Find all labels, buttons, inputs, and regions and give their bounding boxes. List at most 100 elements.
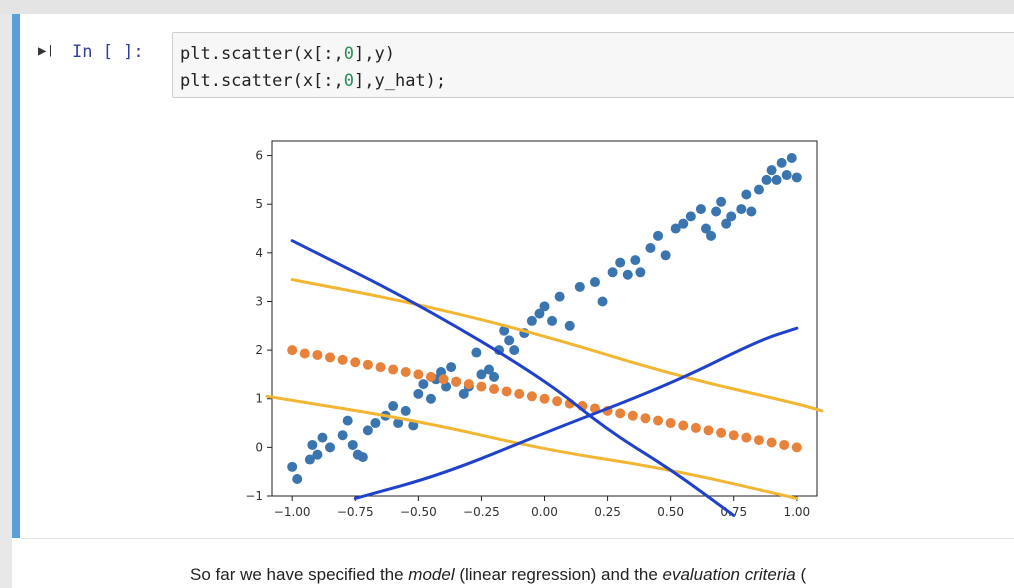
code-number: 0 <box>343 44 355 64</box>
data-point-y-hat <box>690 422 701 433</box>
data-point-y <box>499 325 510 336</box>
data-point-y-hat <box>299 348 310 359</box>
code-number: 0 <box>343 71 355 91</box>
data-point-y-hat <box>753 435 764 446</box>
data-point-y <box>706 230 717 241</box>
data-point-y <box>307 439 318 450</box>
y-tick-label: 5 <box>255 197 263 211</box>
data-point-y <box>653 230 664 241</box>
x-tick-label: −0.75 <box>337 505 374 519</box>
data-point-y <box>589 277 600 288</box>
run-cell-icon[interactable]: ▶❘ <box>38 43 55 59</box>
x-tick-label: 1.00 <box>783 505 810 519</box>
data-point-y-hat <box>703 425 714 436</box>
data-point-y <box>776 157 787 168</box>
data-point-y-hat <box>362 359 373 370</box>
data-point-y-hat <box>489 384 500 395</box>
data-point-y <box>370 418 381 429</box>
data-point-y <box>695 204 706 215</box>
data-point-y-hat <box>665 418 676 429</box>
data-point-y <box>483 364 494 375</box>
data-point-y-hat <box>741 432 752 443</box>
data-point-y <box>400 405 411 416</box>
data-point-y-hat <box>640 413 651 424</box>
data-point-y <box>362 425 373 436</box>
data-point-y <box>721 218 732 229</box>
data-point-y <box>388 401 399 412</box>
notebook-area: ▶❘ In [ ]: plt.scatter(x[:,0],y) plt.sca… <box>12 14 1014 588</box>
data-point-y-hat <box>375 362 386 373</box>
data-point-y <box>446 362 457 373</box>
data-point-y <box>771 174 782 185</box>
code-input[interactable]: plt.scatter(x[:,0],y) plt.scatter(x[:,0]… <box>172 32 1014 98</box>
cell-prompt: In [ ]: <box>72 42 144 62</box>
data-point-y <box>741 189 752 200</box>
data-point-y <box>325 442 336 453</box>
plot-output: −1.00 −0.75 −0.50 −0.25 0.00 0.25 0.50 0.75 1.00… <box>242 114 842 538</box>
cell-divider <box>20 538 1014 539</box>
data-point-y <box>347 439 358 450</box>
data-point-y <box>489 371 500 382</box>
data-point-y <box>615 257 626 268</box>
data-point-y <box>342 415 353 426</box>
data-point-y <box>630 255 641 266</box>
data-point-y-hat <box>337 354 348 365</box>
data-point-y <box>337 430 348 441</box>
data-point-y-hat <box>728 430 739 441</box>
data-point-y-hat <box>400 366 411 377</box>
y-tick-label: 0 <box>255 440 263 454</box>
data-point-y <box>534 308 545 319</box>
code-text: plt.scatter(x[:, <box>180 71 344 91</box>
data-point-y-hat <box>463 379 474 390</box>
data-point-y <box>471 347 482 358</box>
data-point-y <box>292 473 303 484</box>
code-line-1: plt.scatter(x[:,0],y) <box>180 41 1014 68</box>
data-point-y <box>607 267 618 278</box>
x-tick-label: 0.25 <box>594 505 621 519</box>
data-point-y <box>526 315 537 326</box>
markdown-paragraph: So far we have specified the model (line… <box>190 565 1014 585</box>
data-point-y <box>786 153 797 164</box>
x-tick-label: −1.00 <box>274 505 311 519</box>
data-point-y <box>458 388 469 399</box>
data-point-y <box>660 250 671 261</box>
markdown-emphasis: evaluation criteria <box>662 565 796 584</box>
data-point-y <box>645 242 656 253</box>
data-point-y-hat <box>653 415 664 426</box>
code-cell[interactable]: ▶❘ In [ ]: plt.scatter(x[:,0],y) plt.sca… <box>12 14 1014 538</box>
hand-drawn-line <box>353 326 799 500</box>
data-point-y-hat <box>425 371 436 382</box>
data-point-y <box>711 206 722 217</box>
y-tick-label: 2 <box>255 343 263 357</box>
data-point-y <box>766 165 777 176</box>
data-point-y <box>304 454 315 465</box>
hand-drawn-line <box>290 239 736 517</box>
y-tick-label: 6 <box>255 149 263 163</box>
cell-selection-bar <box>12 14 20 538</box>
data-point-y <box>791 172 802 183</box>
x-tick-label: 0.50 <box>657 505 684 519</box>
data-point-y-hat <box>514 388 525 399</box>
y-tick-label: −1 <box>245 489 263 503</box>
y-tick-label: 1 <box>255 392 263 406</box>
markdown-text: ( <box>795 565 807 584</box>
data-point-y-hat <box>779 439 790 450</box>
data-point-y <box>287 461 298 472</box>
x-tick-label: −0.25 <box>463 505 500 519</box>
x-tick-label: −0.50 <box>400 505 437 519</box>
data-point-y-hat <box>287 345 298 356</box>
data-point-y <box>781 170 792 181</box>
data-point-y <box>622 269 633 280</box>
data-point-y <box>746 206 757 217</box>
data-point-y-hat <box>526 391 537 402</box>
data-point-y-hat <box>627 410 638 421</box>
data-point-y <box>597 296 608 307</box>
data-point-y <box>476 369 487 380</box>
plot-area <box>271 140 818 497</box>
top-strip <box>0 0 1014 14</box>
data-point-y-hat <box>312 349 323 360</box>
data-point-y <box>408 420 419 431</box>
data-point-y-hat <box>388 364 399 375</box>
data-point-y <box>726 211 737 222</box>
data-point-y-hat <box>350 357 361 368</box>
